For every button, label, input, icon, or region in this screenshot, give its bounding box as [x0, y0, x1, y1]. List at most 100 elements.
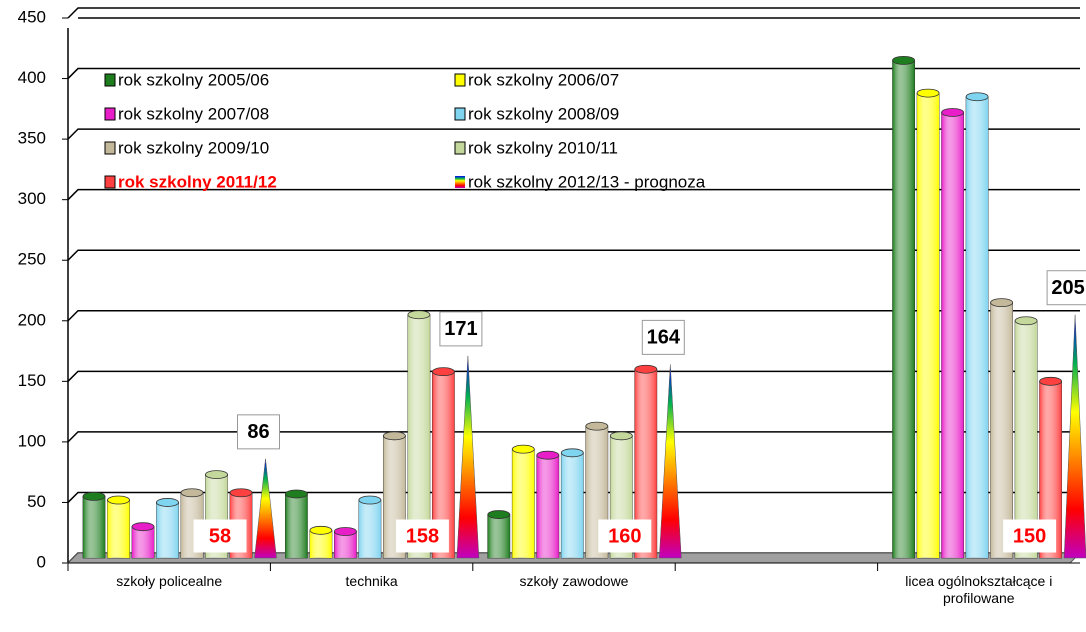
bar-shine	[156, 502, 179, 558]
bar-cap	[107, 495, 130, 505]
value-label: 158	[406, 525, 439, 547]
bar-group	[284, 489, 308, 559]
bar-group	[107, 495, 130, 559]
value-label-box	[439, 311, 483, 347]
bar-cap	[990, 298, 1013, 308]
bar-cap	[431, 367, 455, 377]
bar-cap	[229, 488, 253, 498]
bar-group	[131, 522, 155, 559]
bar-cap	[1014, 316, 1038, 326]
bar-group	[511, 444, 535, 559]
bar-group	[358, 495, 382, 559]
value-label-box	[1003, 519, 1057, 553]
value-label: 86	[247, 421, 269, 443]
value-label: 150	[1013, 525, 1046, 547]
bar-shine	[107, 500, 130, 558]
y-tick-label: 50	[27, 492, 46, 511]
bar-cap	[309, 525, 333, 535]
legend-swatch	[454, 107, 466, 121]
bar-group	[1014, 316, 1038, 559]
value-label: 160	[608, 525, 641, 547]
bar-shine	[358, 500, 381, 558]
bar-shine	[941, 112, 964, 558]
bar-cap	[180, 488, 204, 498]
bar	[1063, 314, 1086, 559]
bar-group	[560, 448, 584, 559]
legend-swatch	[104, 73, 116, 87]
value-label-box	[1046, 270, 1086, 306]
grid-line	[67, 7, 1080, 19]
legend-swatch	[104, 141, 116, 155]
bar-cap	[609, 431, 633, 441]
bar-group	[431, 367, 455, 559]
legend-label: rok szkolny 2008/09	[468, 104, 619, 123]
bar-shine	[634, 369, 657, 558]
bar-shine	[917, 93, 940, 558]
x-tick-label: szkoły zawodowe	[519, 573, 629, 589]
legend-label: rok szkolny 2012/13 - prognoza	[468, 172, 706, 191]
bar-group	[82, 491, 106, 559]
bar-shine	[1015, 320, 1038, 558]
value-label: 58	[209, 525, 231, 547]
y-tick-label: 150	[18, 371, 46, 390]
value-label: 171	[444, 318, 477, 340]
bar-cap	[511, 444, 535, 454]
x-tick-label: szkoły policealne	[116, 573, 223, 589]
bar-shine	[407, 314, 430, 558]
bar-shine	[536, 455, 559, 558]
bar-shine	[512, 449, 535, 558]
bar-shine	[432, 371, 455, 558]
value-label: 164	[647, 327, 681, 349]
y-tick-label: 0	[37, 552, 46, 571]
bar-group	[333, 527, 357, 559]
bar-cap	[156, 498, 179, 507]
legend-label: rok szkolny 2010/11	[468, 138, 618, 157]
bar-group	[156, 498, 179, 559]
y-tick-label: 400	[18, 68, 46, 87]
bar-group	[536, 450, 560, 559]
y-tick-label: 100	[18, 431, 46, 450]
bar-shine	[561, 452, 584, 558]
grid-line	[67, 370, 1080, 382]
bar-shine	[285, 493, 308, 558]
bar-cap	[560, 448, 584, 458]
legend-swatch	[454, 73, 466, 87]
bar-group	[487, 510, 511, 559]
bar-group	[892, 55, 915, 559]
bar-cap	[358, 495, 382, 505]
bar	[659, 364, 682, 559]
x-tick-label: technika	[345, 573, 398, 589]
legend-label: rok szkolny 2007/08	[118, 104, 269, 123]
grid-line	[67, 128, 1080, 140]
bar	[456, 355, 480, 559]
bar-cap	[916, 88, 940, 98]
bar-cap	[585, 421, 609, 431]
legend-swatch	[104, 107, 116, 121]
legend-swatch	[104, 175, 116, 189]
y-tick-label: 250	[18, 250, 46, 269]
bar-group	[634, 364, 658, 559]
bar-group	[309, 525, 333, 559]
value-label-box	[237, 414, 280, 450]
y-tick-label: 450	[18, 7, 46, 26]
bar-shine	[966, 96, 989, 558]
grid-line	[67, 249, 1080, 261]
bar-group	[965, 92, 989, 559]
bar-shine	[83, 496, 105, 558]
bar-shine	[309, 530, 332, 558]
grid-line	[67, 431, 1080, 443]
bar-shine	[334, 531, 357, 558]
bar-group	[941, 108, 964, 559]
bar-group	[407, 310, 431, 559]
bar-cap	[892, 55, 915, 65]
bar-cap	[284, 489, 308, 499]
bar-cap	[333, 527, 357, 536]
y-tick-label: 350	[18, 129, 46, 148]
bar-cap	[487, 510, 511, 519]
legend-swatch	[454, 141, 466, 155]
bar-cap	[382, 431, 406, 441]
value-label: 205	[1051, 277, 1084, 299]
legend-label: rok szkolny 2011/12	[118, 172, 277, 191]
bar-cap	[82, 491, 106, 501]
